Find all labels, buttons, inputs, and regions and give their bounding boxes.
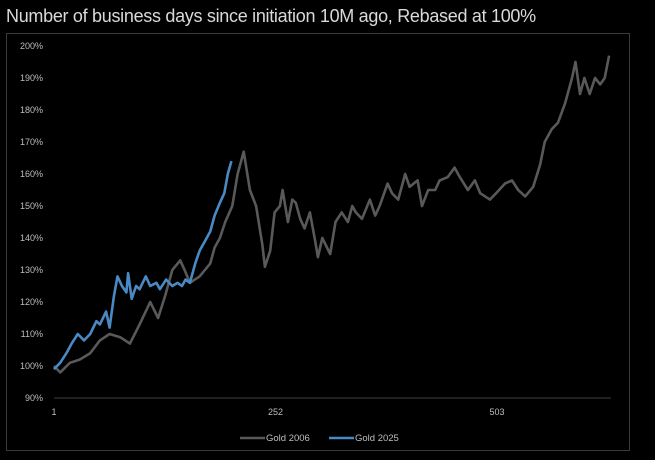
y-tick-label: 190%	[20, 73, 43, 83]
chart-title: Number of business days since initiation…	[6, 6, 536, 26]
x-tick-label: 503	[489, 407, 504, 417]
legend-label: Gold 2025	[355, 433, 399, 444]
y-tick-label: 110%	[21, 329, 43, 339]
y-tick-label: 160%	[20, 169, 43, 179]
x-tick-label: 1	[51, 407, 56, 417]
y-tick-label: 140%	[20, 233, 43, 243]
y-tick-label: 130%	[20, 265, 43, 275]
y-tick-label: 150%	[20, 201, 43, 211]
y-tick-label: 180%	[20, 105, 43, 115]
chart-frame	[6, 33, 630, 451]
y-tick-label: 100%	[20, 361, 43, 371]
y-tick-label: 200%	[20, 41, 43, 51]
y-tick-label: 90%	[25, 393, 43, 403]
series-line-gold-2025	[53, 160, 233, 371]
y-tick-label: 120%	[20, 297, 43, 307]
x-tick-label: 252	[268, 407, 283, 417]
y-tick-label: 170%	[20, 137, 43, 147]
legend-label: Gold 2006	[266, 433, 310, 444]
series-line-gold-2006	[53, 55, 611, 374]
